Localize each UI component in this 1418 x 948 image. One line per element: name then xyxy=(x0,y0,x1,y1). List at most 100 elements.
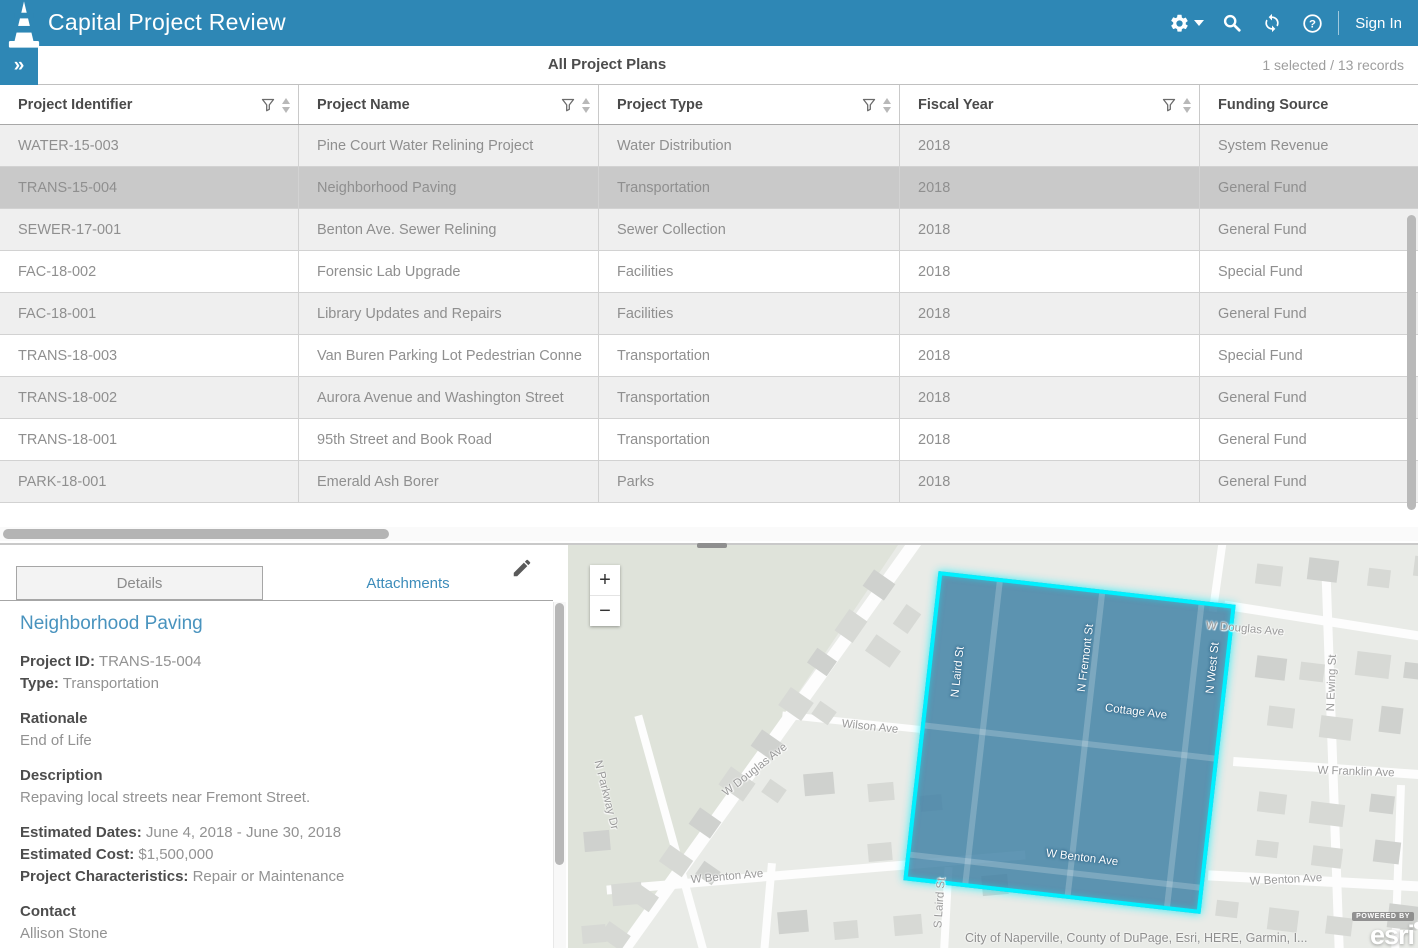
column-header-fiscal-year[interactable]: Fiscal Year xyxy=(900,85,1200,124)
table-cell: PARK-18-001 xyxy=(0,461,299,502)
table-cell: Emerald Ash Borer xyxy=(299,461,599,502)
table-cell: 2018 xyxy=(900,335,1200,376)
capital-project-review-app: Capital Project Review ? Sign In » All P… xyxy=(0,0,1418,948)
table-cell: 2018 xyxy=(900,377,1200,418)
detail-line: Estimated Dates: June 4, 2018 - June 30,… xyxy=(20,822,553,844)
table-cell: Aurora Avenue and Washington Street xyxy=(299,377,599,418)
column-header-project-name[interactable]: Project Name xyxy=(299,85,599,124)
table-row[interactable]: TRANS-15-004Neighborhood PavingTransport… xyxy=(0,167,1418,209)
table-row[interactable]: FAC-18-002Forensic Lab UpgradeFacilities… xyxy=(0,251,1418,293)
table-row[interactable]: SEWER-17-001Benton Ave. Sewer ReliningSe… xyxy=(0,209,1418,251)
project-title: Neighborhood Paving xyxy=(20,613,553,635)
table-cell: SEWER-17-001 xyxy=(0,209,299,250)
detail-label: Estimated Cost: xyxy=(20,846,134,863)
details-content: Neighborhood Paving Project ID: TRANS-15… xyxy=(0,601,553,948)
filter-funnel-icon[interactable] xyxy=(1162,98,1176,112)
table-cell: TRANS-15-004 xyxy=(0,167,299,208)
column-header-label: Fiscal Year xyxy=(918,97,994,113)
filter-funnel-icon[interactable] xyxy=(261,98,275,112)
table-cell: Forensic Lab Upgrade xyxy=(299,251,599,292)
detail-heading: Description xyxy=(20,765,553,787)
table-cell: TRANS-18-003 xyxy=(0,335,299,376)
detail-label: Estimated Dates: xyxy=(20,824,142,841)
details-scrollbar-thumb[interactable] xyxy=(555,603,564,865)
table-cell: Special Fund xyxy=(1200,335,1418,376)
table-row[interactable]: TRANS-18-002Aurora Avenue and Washington… xyxy=(0,377,1418,419)
table-row[interactable]: TRANS-18-003Van Buren Parking Lot Pedest… xyxy=(0,335,1418,377)
column-header-project-identifier[interactable]: Project Identifier xyxy=(0,85,299,124)
map-building xyxy=(1355,651,1392,679)
table-cell: 2018 xyxy=(900,293,1200,334)
table-cell: 2018 xyxy=(900,209,1200,250)
detail-group: DescriptionRepaving local streets near F… xyxy=(20,765,553,809)
settings-gear-icon[interactable] xyxy=(1160,0,1212,46)
detail-label: Project Characteristics: xyxy=(20,868,188,885)
column-header-label: Project Type xyxy=(617,97,703,113)
map-canvas[interactable]: W Douglas AveWilson AveN Parkway DrW Ben… xyxy=(568,545,1418,948)
table-cell: 2018 xyxy=(900,125,1200,166)
table-row[interactable]: PARK-18-001Emerald Ash BorerParks2018Gen… xyxy=(0,461,1418,503)
table-row[interactable]: WATER-15-003Pine Court Water Relining Pr… xyxy=(0,125,1418,167)
zoom-out-button[interactable]: − xyxy=(590,595,620,626)
detail-label: Type: xyxy=(20,675,59,692)
map-building xyxy=(1325,915,1353,936)
map-building xyxy=(1403,662,1418,680)
refresh-icon[interactable] xyxy=(1252,0,1292,46)
tab-details[interactable]: Details xyxy=(16,566,263,600)
edit-pencil-icon[interactable] xyxy=(511,557,533,584)
detail-value: TRANS-15-004 xyxy=(95,653,201,670)
filter-funnel-icon[interactable] xyxy=(561,98,575,112)
zoom-in-button[interactable]: + xyxy=(590,565,620,595)
detail-value: June 4, 2018 - June 30, 2018 xyxy=(142,824,341,841)
map-building xyxy=(611,882,643,907)
map-building xyxy=(865,634,901,668)
table-cell: Parks xyxy=(599,461,900,502)
column-header-project-type[interactable]: Project Type xyxy=(599,85,900,124)
detail-heading: Rationale xyxy=(20,708,553,730)
table-row[interactable]: FAC-18-001Library Updates and RepairsFac… xyxy=(0,293,1418,335)
detail-line: Project Characteristics: Repair or Maint… xyxy=(20,866,553,888)
search-icon[interactable] xyxy=(1212,0,1252,46)
map-building xyxy=(1369,794,1395,815)
vertical-scrollbar-thumb[interactable] xyxy=(1407,215,1416,510)
map-building xyxy=(583,830,611,852)
map-building xyxy=(1255,840,1279,859)
map-building xyxy=(1255,563,1283,586)
filter-funnel-icon[interactable] xyxy=(862,98,876,112)
table-cell: General Fund xyxy=(1200,167,1418,208)
map-building xyxy=(581,924,606,944)
table-cell: General Fund xyxy=(1200,209,1418,250)
map-building xyxy=(1307,557,1339,582)
map-road xyxy=(1224,601,1418,643)
table-row[interactable]: TRANS-18-00195th Street and Book RoadTra… xyxy=(0,419,1418,461)
detail-value: Transportation xyxy=(59,675,159,692)
sign-in-button[interactable]: Sign In xyxy=(1345,15,1418,32)
detail-line: Estimated Cost: $1,500,000 xyxy=(20,844,553,866)
gear-dropdown-caret-icon xyxy=(1194,20,1204,26)
panel-resize-handle[interactable] xyxy=(697,543,727,548)
svg-text:?: ? xyxy=(1309,18,1316,30)
table-cell: Transportation xyxy=(599,419,900,460)
table-header-row: Project IdentifierProject Name Project Ty… xyxy=(0,85,1418,125)
sort-arrows-icon[interactable] xyxy=(282,98,290,113)
horizontal-scrollbar-thumb[interactable] xyxy=(3,529,389,539)
sort-arrows-icon[interactable] xyxy=(1183,98,1191,113)
table-cell: 2018 xyxy=(900,461,1200,502)
table-cell: 2018 xyxy=(900,419,1200,460)
map-building xyxy=(867,842,892,862)
table-cell: Facilities xyxy=(599,251,900,292)
details-card: Details Attachments Neighborhood Paving … xyxy=(0,545,568,948)
sort-arrows-icon[interactable] xyxy=(883,98,891,113)
map-building xyxy=(1215,900,1239,919)
help-icon[interactable]: ? xyxy=(1292,0,1332,46)
horizontal-scrollbar[interactable] xyxy=(0,527,1418,541)
sort-arrows-icon[interactable] xyxy=(582,98,590,113)
map-zoom-control: + − xyxy=(590,565,620,626)
map-building xyxy=(893,914,923,936)
tab-attachments[interactable]: Attachments xyxy=(263,566,553,600)
detail-group: RationaleEnd of Life xyxy=(20,708,553,752)
table-cell: Special Fund xyxy=(1200,251,1418,292)
map-building xyxy=(1267,705,1295,728)
column-header-funding-source[interactable]: Funding Source xyxy=(1200,85,1418,124)
table-panel-title: All Project Plans xyxy=(548,56,666,73)
